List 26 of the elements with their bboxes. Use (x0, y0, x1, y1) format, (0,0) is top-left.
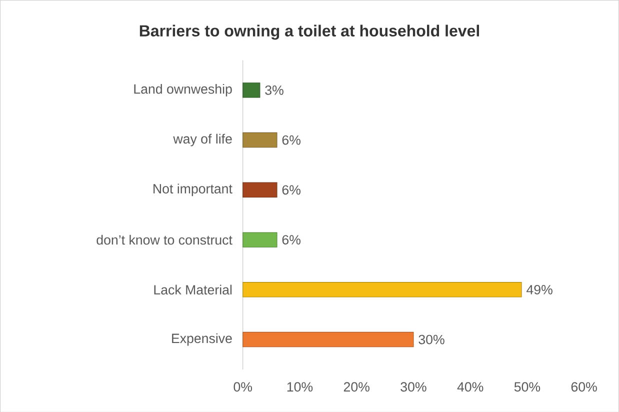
data-label: 6% (282, 135, 300, 145)
bar (242, 282, 522, 298)
data-label: 3% (265, 85, 284, 95)
x-tick-label: 20% (344, 382, 370, 392)
x-tick-label: 0% (234, 382, 252, 392)
y-tick-label: don’t know to construct (96, 234, 232, 244)
y-tick-label: Lack Material (154, 284, 232, 294)
data-label: 6% (282, 234, 300, 244)
y-tick-label: Not important (154, 184, 232, 196)
x-tick-label: 40% (457, 382, 484, 392)
bar (242, 82, 260, 98)
x-tick-label: 30% (400, 382, 426, 392)
bar (242, 182, 278, 198)
chart-title: Barriers to owning a toilet at household level (140, 24, 479, 40)
bar (242, 132, 278, 148)
data-label: 6% (282, 185, 300, 194)
data-label: 49% (526, 284, 552, 294)
y-tick-label: Land ownweship (134, 84, 232, 96)
x-tick-label: 60% (571, 382, 597, 392)
bar (242, 232, 278, 248)
x-tick-label: 10% (287, 382, 313, 392)
y-tick-label: Expensive (172, 333, 232, 346)
x-tick-label: 50% (514, 382, 540, 392)
bar (242, 332, 414, 347)
data-label: 30% (418, 334, 444, 344)
y-tick-label: way of life (173, 134, 232, 146)
